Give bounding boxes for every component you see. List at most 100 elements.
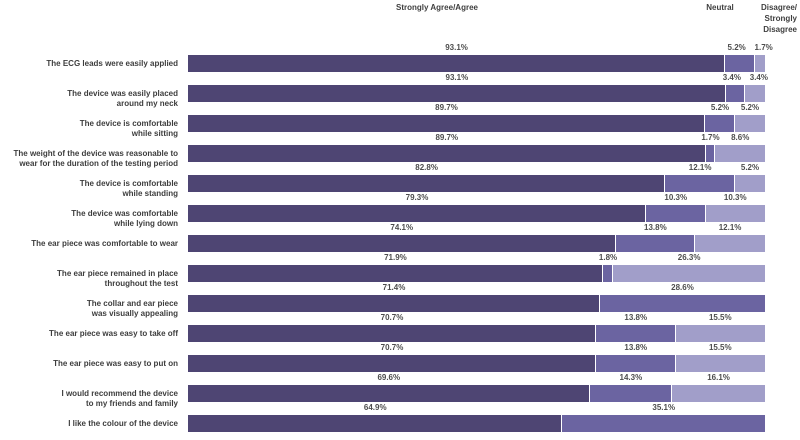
category-label: The device is comfortable while standing xyxy=(79,179,178,198)
value-label-agree: 64.9% xyxy=(363,403,387,412)
value-label-disagree: 8.6% xyxy=(731,133,750,142)
value-label-disagree: 26.3% xyxy=(677,253,701,262)
chart-row: I would recommend the device to my frien… xyxy=(0,372,800,408)
bar-segment-neutral xyxy=(602,265,614,282)
bar-segment-agree xyxy=(188,55,726,72)
value-label-disagree: 12.1% xyxy=(718,223,742,232)
bar-segment-agree xyxy=(188,205,647,222)
category-label: The ear piece was easy to put on xyxy=(53,359,178,368)
value-label-neutral: 12.1% xyxy=(688,163,712,172)
bar-segment-agree xyxy=(188,115,706,132)
stacked-bar xyxy=(188,145,765,162)
value-labels: 71.4% 28.6% xyxy=(188,282,765,295)
value-label-agree: 74.1% xyxy=(390,223,414,232)
category-label: The ear piece was comfortable to wear xyxy=(31,239,178,248)
bar-area: 79.3% 10.3% 10.3% xyxy=(188,192,765,222)
category-label: The device was comfortable while lying d… xyxy=(71,209,178,228)
value-labels: 93.1% 3.4% 3.4% xyxy=(188,72,768,85)
bar-segment-disagree xyxy=(735,175,765,192)
bar-segment-disagree xyxy=(675,325,765,342)
bar-segment-agree xyxy=(188,265,603,282)
chart-row: The device was easily placed around my n… xyxy=(0,72,800,108)
chart-row: The device is comfortable while sitting 8… xyxy=(0,102,800,138)
chart-row: The ECG leads were easily applied 93.1% 5.… xyxy=(0,42,800,72)
chart-row: The ear piece was easy to take off 70.7% 1… xyxy=(0,312,800,342)
value-label-neutral: 13.8% xyxy=(624,313,648,322)
bar-segment-neutral xyxy=(725,85,746,102)
stacked-bar xyxy=(188,235,765,252)
bar-segment-agree xyxy=(188,85,726,102)
bar-segment-agree xyxy=(188,235,616,252)
bar-segment-agree xyxy=(188,145,706,162)
column-header-disagree: Disagree/ Strongly Disagree xyxy=(760,3,797,34)
value-label-neutral: 13.8% xyxy=(644,223,667,232)
value-label-disagree: 5.2% xyxy=(740,163,760,172)
value-label-disagree: 16.1% xyxy=(707,373,730,382)
value-labels: 74.1% 13.8% 12.1% xyxy=(188,222,765,235)
value-label-agree: 89.7% xyxy=(435,103,458,112)
stacked-bar xyxy=(188,295,765,312)
value-labels: 70.7% 13.8% 15.5% xyxy=(188,342,765,355)
category-label: The device was easily placed around my n… xyxy=(67,89,178,108)
bar-area: 71.4% 28.6% xyxy=(188,282,765,312)
value-label-disagree: 15.5% xyxy=(708,343,732,352)
bar-segment-disagree xyxy=(675,355,765,372)
stacked-bar xyxy=(188,115,765,132)
bar-segment-neutral xyxy=(595,355,676,372)
bar-segment-agree xyxy=(188,415,563,432)
value-label-agree: 82.8% xyxy=(415,163,438,172)
value-labels: 64.9% 35.1% xyxy=(188,402,765,415)
category-label: I would recommend the device to my frien… xyxy=(61,389,178,408)
bar-area: 93.1% 5.2% 1.7% xyxy=(188,42,773,72)
bar-area: 70.7% 13.8% 15.5% xyxy=(188,342,765,372)
bar-segment-neutral xyxy=(725,55,756,72)
value-label-neutral: 14.3% xyxy=(619,373,643,382)
bar-segment-agree xyxy=(188,325,596,342)
bar-segment-disagree xyxy=(715,145,765,162)
category-label: The ECG leads were easily applied xyxy=(46,59,178,68)
chart-rows: The ECG leads were easily applied 93.1% 5.… xyxy=(0,42,800,432)
category-label: I like the colour of the device xyxy=(68,419,178,428)
stacked-bar xyxy=(188,265,765,282)
stacked-bar xyxy=(188,385,765,402)
category-label: The collar and ear piece was visually ap… xyxy=(86,299,178,318)
value-label-neutral: 5.2% xyxy=(727,43,746,52)
value-label-disagree: 5.2% xyxy=(740,103,760,112)
chart-row: The device was comfortable while lying d… xyxy=(0,192,800,228)
bar-segment-agree xyxy=(188,355,596,372)
stacked-bar xyxy=(188,355,765,372)
category-label: The device is comfortable while sitting xyxy=(79,119,178,138)
bar-area: 69.6% 14.3% 16.1% xyxy=(188,372,765,402)
bar-segment-neutral xyxy=(562,415,765,432)
value-label-disagree: 10.3% xyxy=(723,193,747,202)
value-label-neutral: 28.6% xyxy=(671,283,694,292)
value-label-agree: 70.7% xyxy=(380,343,404,352)
chart-row: The ear piece was easy to put on 70.7% 13.… xyxy=(0,342,800,372)
chart-row: The device is comfortable while standing… xyxy=(0,162,800,198)
value-labels: 79.3% 10.3% 10.3% xyxy=(188,192,765,205)
value-labels: 89.7% 1.7% 8.6% xyxy=(188,132,765,145)
value-label-agree: 79.3% xyxy=(405,193,429,202)
value-labels: 71.9% 1.8% 26.3% xyxy=(188,252,765,265)
bar-area: 70.7% 13.8% 15.5% xyxy=(188,312,765,342)
value-label-neutral: 10.3% xyxy=(664,193,688,202)
stacked-bar xyxy=(188,85,765,102)
value-label-neutral: 3.4% xyxy=(722,73,741,82)
value-label-agree: 70.7% xyxy=(380,313,404,322)
value-label-agree: 93.1% xyxy=(445,43,468,52)
value-label-disagree: 3.4% xyxy=(749,73,768,82)
stacked-bar xyxy=(188,175,765,192)
stacked-bar xyxy=(188,55,765,72)
bar-segment-disagree xyxy=(613,265,765,282)
chart-row: The weight of the device was reasonable … xyxy=(0,132,800,168)
bar-area: 93.1% 3.4% 3.4% xyxy=(188,72,768,102)
value-labels: 70.7% 13.8% 15.5% xyxy=(188,312,765,325)
bar-segment-agree xyxy=(188,385,590,402)
bar-area: 89.7% 1.7% 8.6% xyxy=(188,132,765,162)
stacked-bar xyxy=(188,415,765,432)
value-label-neutral: 35.1% xyxy=(652,403,676,412)
stacked-bar xyxy=(188,205,765,222)
value-labels: 89.7% 5.2% 5.2% xyxy=(188,102,765,115)
category-label: The weight of the device was reasonable … xyxy=(13,149,178,168)
